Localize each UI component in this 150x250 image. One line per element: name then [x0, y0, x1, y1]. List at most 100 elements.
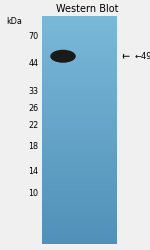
Bar	[42, 179, 117, 181]
Bar	[42, 215, 117, 217]
Text: Western Blot: Western Blot	[56, 4, 118, 14]
Bar	[42, 166, 117, 168]
Bar	[42, 200, 117, 202]
Bar	[42, 160, 117, 162]
Bar	[42, 227, 117, 228]
Bar	[42, 113, 117, 115]
Bar	[42, 172, 117, 173]
Text: 33: 33	[28, 87, 38, 96]
Bar	[42, 221, 117, 223]
Bar	[42, 96, 117, 98]
Bar	[42, 62, 117, 64]
Bar	[42, 86, 117, 88]
Bar	[42, 105, 117, 107]
Bar	[42, 138, 117, 140]
Bar	[42, 88, 117, 90]
Bar	[42, 183, 117, 185]
Bar	[42, 52, 117, 54]
Ellipse shape	[50, 50, 76, 63]
Bar	[42, 198, 117, 200]
Bar	[42, 178, 117, 179]
Bar	[42, 210, 117, 212]
Bar	[42, 164, 117, 166]
Bar	[42, 181, 117, 183]
Bar	[42, 39, 117, 41]
Bar	[42, 130, 117, 132]
Bar	[42, 46, 117, 48]
Bar	[42, 71, 117, 73]
Bar	[42, 145, 117, 147]
Bar	[42, 68, 117, 69]
Bar	[42, 98, 117, 100]
Bar	[42, 82, 117, 84]
Bar	[42, 194, 117, 196]
Bar	[42, 43, 117, 45]
Bar	[42, 204, 117, 206]
Bar	[42, 208, 117, 210]
Bar	[42, 120, 117, 122]
Bar	[42, 69, 117, 71]
Bar	[42, 214, 117, 215]
Bar	[42, 66, 117, 68]
Bar	[42, 45, 117, 46]
Bar	[42, 170, 117, 172]
Bar	[42, 18, 117, 20]
Bar	[42, 64, 117, 66]
Bar	[42, 134, 117, 136]
Bar	[42, 37, 117, 39]
Bar	[42, 168, 117, 170]
Bar	[42, 143, 117, 145]
Bar	[42, 100, 117, 102]
Bar	[42, 104, 117, 105]
Bar	[42, 132, 117, 134]
Bar	[42, 217, 117, 219]
Bar	[42, 124, 117, 126]
Bar	[42, 147, 117, 149]
Bar	[42, 174, 117, 176]
Bar	[42, 219, 117, 221]
Bar	[42, 22, 117, 24]
Bar	[42, 228, 117, 230]
Bar	[42, 140, 117, 141]
Bar	[42, 56, 117, 58]
Bar	[42, 81, 117, 82]
Text: 22: 22	[28, 121, 38, 130]
Text: 10: 10	[28, 189, 38, 198]
Bar	[42, 242, 117, 244]
Bar	[42, 58, 117, 60]
Bar	[42, 20, 117, 22]
Bar	[42, 122, 117, 124]
Bar	[42, 111, 117, 113]
Bar	[42, 16, 117, 18]
Bar	[42, 234, 117, 236]
Bar	[42, 50, 117, 52]
Bar	[42, 191, 117, 192]
Bar	[42, 192, 117, 194]
Bar	[42, 149, 117, 151]
Text: 44: 44	[28, 59, 38, 68]
Bar	[42, 206, 117, 208]
Bar	[42, 33, 117, 35]
Bar	[42, 196, 117, 198]
Bar	[42, 202, 117, 204]
Bar	[42, 109, 117, 111]
Bar	[42, 223, 117, 225]
Bar	[42, 84, 117, 86]
Text: 14: 14	[28, 167, 38, 176]
Bar	[42, 118, 117, 120]
Bar	[42, 94, 117, 96]
Text: ←49kDa: ←49kDa	[134, 52, 150, 61]
Bar	[42, 232, 117, 234]
Bar	[42, 155, 117, 156]
Bar	[42, 126, 117, 128]
Text: 26: 26	[28, 104, 38, 113]
Bar	[42, 79, 117, 81]
Bar	[42, 238, 117, 240]
Bar	[42, 225, 117, 227]
Bar	[42, 107, 117, 109]
Bar	[42, 128, 117, 130]
Text: kDa: kDa	[6, 17, 22, 26]
Bar	[42, 185, 117, 187]
Bar	[42, 156, 117, 158]
Text: 70: 70	[28, 32, 38, 41]
